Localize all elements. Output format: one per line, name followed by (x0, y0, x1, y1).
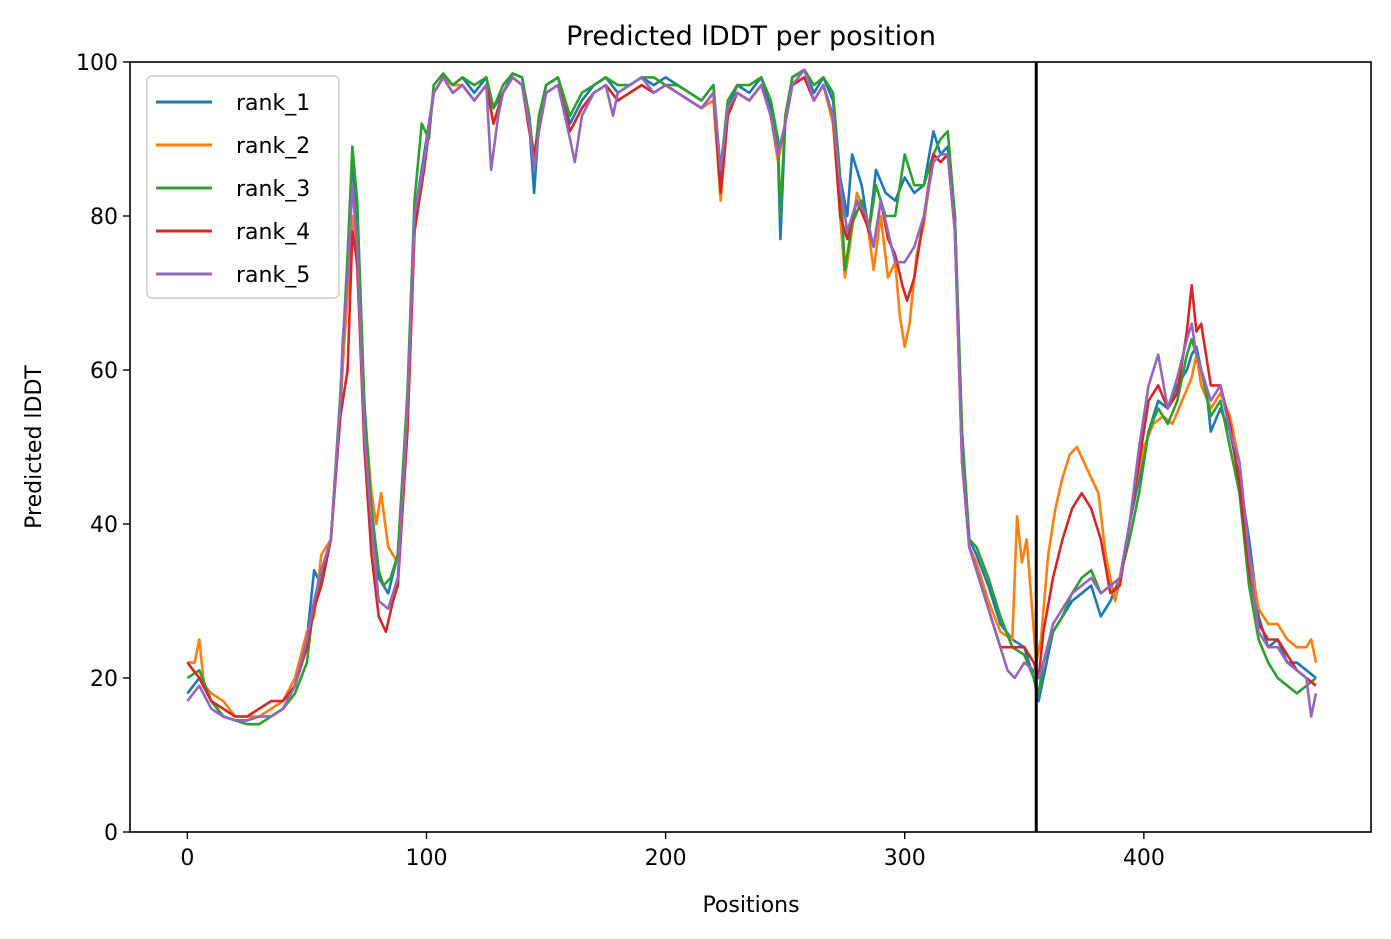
y-tick-label: 20 (90, 667, 118, 692)
x-axis: 0 100 200 300 400 (180, 832, 1165, 871)
series-line-rank-5 (186, 68, 1318, 722)
legend: rank_1 rank_2 rank_3 rank_4 rank_5 (146, 75, 340, 299)
legend-label: rank_1 (236, 91, 310, 116)
chart-title: Predicted lDDT per position (566, 21, 936, 52)
y-tick-label: 100 (76, 51, 118, 76)
legend-label: rank_5 (236, 263, 310, 288)
series-layer (186, 68, 1318, 726)
series-line-rank-3 (186, 68, 1317, 726)
x-tick-label: 0 (180, 846, 194, 871)
x-tick-label: 300 (884, 846, 926, 871)
y-tick-label: 60 (90, 359, 118, 384)
y-axis-label: Predicted lDDT (22, 365, 47, 529)
legend-label: rank_2 (236, 134, 310, 159)
y-tick-label: 80 (90, 205, 118, 230)
plot-frame (129, 61, 1372, 833)
x-axis-label: Positions (702, 893, 799, 918)
x-tick-label: 200 (645, 846, 687, 871)
legend-label: rank_4 (236, 220, 310, 245)
x-tick-label: 400 (1123, 846, 1165, 871)
legend-box (146, 75, 340, 299)
x-tick-label: 100 (406, 846, 448, 871)
y-axis: 0 20 40 60 80 100 (76, 51, 130, 846)
legend-label: rank_3 (236, 177, 310, 202)
y-tick-label: 0 (104, 821, 118, 846)
y-tick-label: 40 (90, 513, 118, 538)
